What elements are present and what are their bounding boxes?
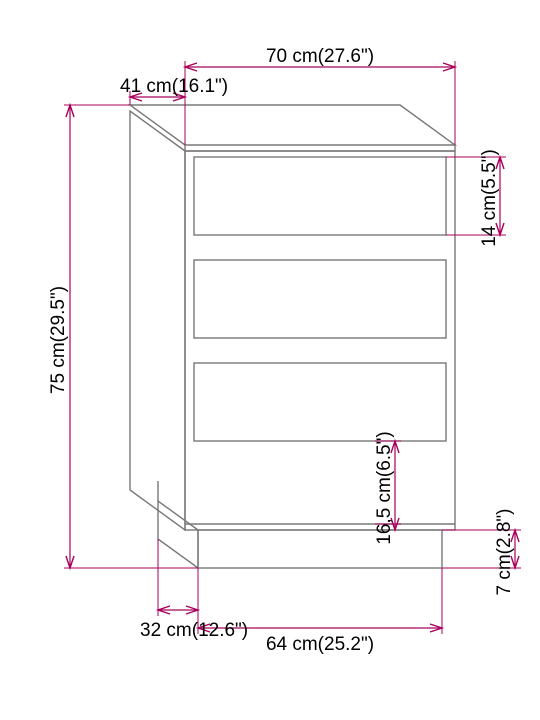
- furniture-drawing: [130, 105, 455, 568]
- dim-width-top: 70 cm(27.6"): [266, 46, 374, 67]
- plinth-front: [198, 530, 442, 568]
- dim-base-height: 7 cm(2.8"): [494, 509, 515, 596]
- dim-base-depth: 32 cm(12.6"): [140, 620, 248, 641]
- drawer-front-2: [194, 260, 446, 338]
- drawer-front-1: [194, 157, 446, 235]
- dim-drawer-height: 14 cm(5.5"): [479, 149, 500, 247]
- dim-lower-gap: 16,5 cm(6.5"): [374, 431, 395, 544]
- dim-height: 75 cm(29.5"): [48, 286, 69, 394]
- dim-base-width: 64 cm(25.2"): [266, 634, 374, 655]
- drawer-front-3: [194, 363, 446, 441]
- dim-depth-top: 41 cm(16.1"): [120, 76, 228, 97]
- extension-lines: [64, 61, 521, 634]
